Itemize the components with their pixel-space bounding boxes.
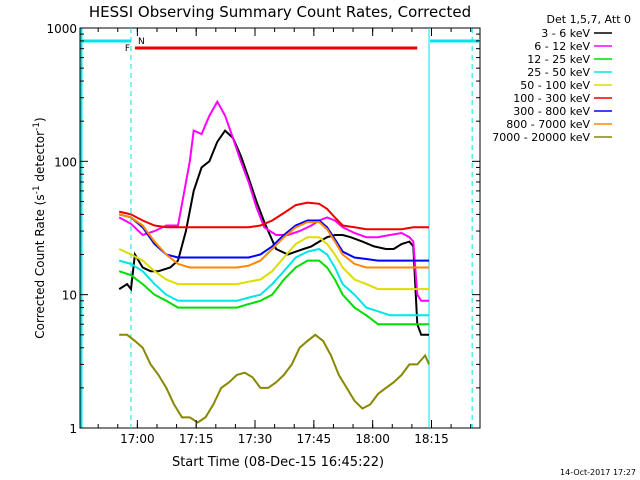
y-axis-label-sup1: -1 [32, 185, 42, 194]
y-axis-label-main: Corrected Count Rate (s [33, 194, 47, 338]
y-axis-label: Corrected Count Rate (s-1 detector-1) [32, 117, 47, 338]
legend-label: 300 - 800 keV [513, 105, 590, 118]
series-line [118, 201, 429, 231]
series-line [118, 213, 429, 269]
series-line [119, 333, 430, 424]
flag-layer: NF [80, 28, 480, 428]
x-tick-label: 18:15 [414, 432, 449, 446]
series-line [118, 259, 429, 326]
flare-label: F [125, 44, 130, 54]
series-line [118, 236, 429, 291]
axis-layer: 17:00 17:15 17:30 17:45 18:00 18:15 1 10 100 1000 [46, 22, 480, 446]
x-tick-label: 17:00 [120, 432, 155, 446]
legend-label: 6 - 12 keV [534, 40, 590, 53]
x-tick-label: 18:00 [355, 432, 390, 446]
y-axis-label-mid: detector [33, 131, 47, 186]
legend-label: 7000 - 20000 keV [492, 131, 590, 144]
y-axis-label-sup2: -1 [32, 122, 42, 131]
series-line [118, 129, 429, 336]
y-tick-label: 10 [62, 289, 77, 303]
series-line [118, 247, 429, 317]
legend-label: 100 - 300 keV [513, 92, 590, 105]
y-tick-label: 1 [69, 422, 77, 436]
series-line [118, 213, 429, 262]
legend-label: 3 - 6 keV [541, 27, 590, 40]
x-tick-label: 17:15 [179, 432, 214, 446]
legend-label: 12 - 25 keV [527, 53, 590, 66]
y-tick-label: 100 [54, 155, 77, 169]
plot-area: NF 17:00 17:15 17:30 17:45 18:00 18:151101001… [46, 22, 481, 446]
legend-label: 50 - 100 keV [520, 79, 590, 92]
chart-title: HESSI Observing Summary Count Rates, Cor… [89, 3, 471, 21]
x-axis-label: Start Time (08-Dec-15 16:45:22) [172, 455, 384, 470]
y-tick-label: 1000 [46, 22, 77, 36]
legend-label: 800 - 7000 keV [506, 118, 590, 131]
timestamp: 14-Oct-2017 17:27 [560, 468, 636, 477]
series-line [118, 99, 429, 302]
plot-frame [79, 27, 481, 429]
series-layer [118, 99, 430, 424]
legend-header: Det 1,5,7, Att 0 [547, 13, 631, 26]
night-label: N [138, 37, 145, 47]
legend-label: 25 - 50 keV [527, 66, 590, 79]
y-axis-label-end: ) [33, 117, 47, 122]
x-tick-label: 17:45 [297, 432, 332, 446]
x-tick-label: 17:30 [238, 432, 273, 446]
